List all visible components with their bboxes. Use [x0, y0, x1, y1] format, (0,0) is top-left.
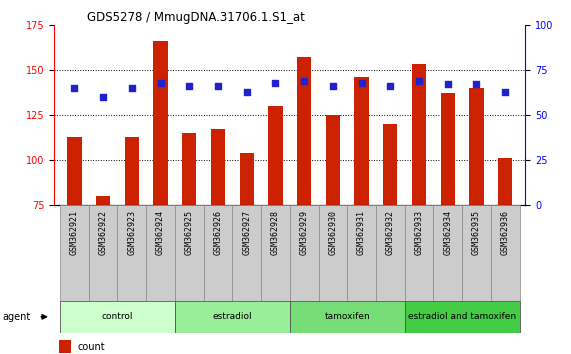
- Bar: [154, 41, 168, 205]
- Point: [271, 80, 280, 85]
- Bar: [325, 115, 340, 205]
- Bar: [204, 205, 232, 301]
- Bar: [297, 57, 311, 205]
- Text: GSM362929: GSM362929: [300, 210, 309, 255]
- Bar: [290, 301, 405, 333]
- Point: [415, 78, 424, 84]
- Point: [214, 83, 223, 89]
- Bar: [60, 301, 175, 333]
- Text: GSM362925: GSM362925: [185, 210, 194, 255]
- Point: [184, 83, 194, 89]
- Bar: [355, 77, 369, 205]
- Bar: [118, 205, 146, 301]
- Text: GSM362932: GSM362932: [386, 210, 395, 255]
- Bar: [441, 93, 455, 205]
- Point: [300, 78, 309, 84]
- Bar: [59, 340, 71, 353]
- Bar: [319, 205, 347, 301]
- Text: GSM362923: GSM362923: [127, 210, 136, 255]
- Bar: [405, 205, 433, 301]
- Text: agent: agent: [3, 312, 31, 322]
- Bar: [498, 158, 512, 205]
- Bar: [124, 137, 139, 205]
- Text: GSM362930: GSM362930: [328, 210, 337, 255]
- Bar: [347, 205, 376, 301]
- Bar: [412, 64, 426, 205]
- Bar: [182, 133, 196, 205]
- Bar: [383, 124, 397, 205]
- Point: [99, 94, 108, 100]
- Bar: [290, 205, 319, 301]
- Text: tamoxifen: tamoxifen: [324, 312, 370, 321]
- Bar: [405, 301, 520, 333]
- Bar: [89, 205, 118, 301]
- Bar: [146, 205, 175, 301]
- Point: [501, 89, 510, 95]
- Bar: [211, 130, 225, 205]
- Text: GSM362928: GSM362928: [271, 210, 280, 255]
- Point: [127, 85, 136, 91]
- Bar: [232, 205, 261, 301]
- Text: GSM362921: GSM362921: [70, 210, 79, 255]
- Point: [156, 80, 165, 85]
- Point: [472, 81, 481, 87]
- Text: count: count: [78, 342, 106, 352]
- Point: [443, 81, 452, 87]
- Text: GSM362924: GSM362924: [156, 210, 165, 255]
- Text: control: control: [102, 312, 133, 321]
- Bar: [96, 196, 110, 205]
- Text: GSM362934: GSM362934: [443, 210, 452, 255]
- Bar: [261, 205, 290, 301]
- Point: [328, 83, 337, 89]
- Text: estradiol and tamoxifen: estradiol and tamoxifen: [408, 312, 516, 321]
- Point: [386, 83, 395, 89]
- Point: [357, 80, 366, 85]
- Text: GSM362935: GSM362935: [472, 210, 481, 255]
- Bar: [268, 106, 283, 205]
- Text: GDS5278 / MmugDNA.31706.1.S1_at: GDS5278 / MmugDNA.31706.1.S1_at: [87, 11, 305, 24]
- Text: GSM362933: GSM362933: [415, 210, 424, 255]
- Bar: [376, 205, 405, 301]
- Bar: [239, 153, 254, 205]
- Bar: [60, 205, 89, 301]
- Point: [70, 85, 79, 91]
- Bar: [491, 205, 520, 301]
- Text: GSM362936: GSM362936: [501, 210, 510, 255]
- Bar: [433, 205, 462, 301]
- Bar: [469, 88, 484, 205]
- Bar: [175, 301, 290, 333]
- Text: GSM362922: GSM362922: [99, 210, 107, 255]
- Bar: [462, 205, 491, 301]
- Text: estradiol: estradiol: [212, 312, 252, 321]
- Text: GSM362927: GSM362927: [242, 210, 251, 255]
- Text: GSM362926: GSM362926: [214, 210, 223, 255]
- Bar: [175, 205, 204, 301]
- Text: GSM362931: GSM362931: [357, 210, 366, 255]
- Bar: [67, 137, 82, 205]
- Point: [242, 89, 251, 95]
